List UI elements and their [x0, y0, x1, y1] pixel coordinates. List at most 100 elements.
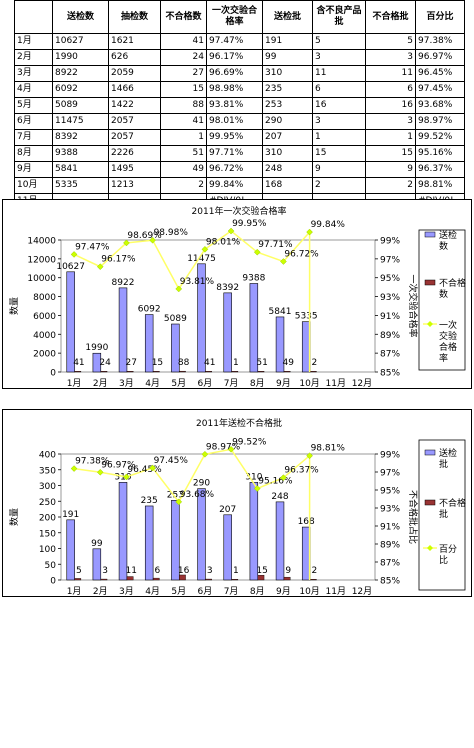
table-cell: 11 — [312, 65, 366, 82]
fail-bar-5 — [179, 574, 186, 581]
table-cell: 191 — [262, 33, 313, 50]
fail-bar-9 — [283, 576, 291, 581]
fail-value-label: 51 — [256, 358, 267, 368]
table-cell: 99.84% — [206, 177, 263, 194]
rate-value-label: 93.68% — [180, 490, 215, 500]
x-tick-label: 12月 — [352, 378, 372, 388]
bar-value-label: 5335 — [295, 312, 318, 322]
bar-value-label: 5089 — [164, 314, 187, 324]
legend-label: 送检 — [439, 447, 457, 459]
bar-value-label: 99 — [91, 539, 103, 549]
table-cell: 7月 — [14, 129, 53, 146]
table-cell: 15 — [365, 145, 416, 162]
fail-value-label: 1 — [233, 358, 239, 368]
table-cell: 10月 — [14, 177, 53, 194]
bar-value-label: 253 — [167, 490, 184, 500]
table-cell: 5 — [312, 33, 366, 50]
y-tick-label: 0 — [50, 369, 56, 379]
y-tick-label: 10000 — [27, 274, 56, 284]
table-cell: 3月 — [14, 65, 53, 82]
table-cell: 99.52% — [415, 129, 465, 146]
bar-1 — [66, 271, 75, 373]
table-cell: 253 — [262, 97, 313, 114]
legend-label: 率 — [439, 352, 448, 364]
table-cell: 310 — [262, 65, 313, 82]
y-tick-label: 50 — [45, 561, 57, 571]
rate-point-9 — [280, 474, 287, 482]
table-cell: 97.38% — [415, 33, 465, 50]
column-header: 不合格批 — [365, 0, 416, 34]
table-cell: 97.71% — [206, 145, 263, 162]
rate-point-4 — [149, 464, 156, 472]
table-cell: 16 — [365, 97, 416, 114]
fail-bar-9 — [283, 370, 291, 373]
fail-bar-7 — [231, 578, 239, 581]
y-tick-label: 250 — [39, 498, 56, 508]
y-axis-label: 数量 — [8, 508, 20, 526]
table-cell: 97.47% — [206, 33, 263, 50]
bar-7 — [223, 292, 232, 373]
x-tick-label: 1月 — [67, 586, 82, 596]
fail-bar-5 — [179, 370, 186, 373]
chart-panel-2: 2011年送检不合格批 0 50 100 150 200 250 300 350 400 85% 87… — [2, 409, 472, 597]
table-cell: 5089 — [52, 97, 109, 114]
bar-value-label: 290 — [193, 479, 210, 489]
bar-4 — [144, 505, 154, 581]
y-tick-label: 14000 — [27, 237, 56, 247]
table-cell: 1 — [312, 129, 366, 146]
table-cell: 2 — [160, 177, 207, 194]
rate-point-1 — [70, 251, 78, 258]
table-cell: 5月 — [14, 97, 53, 114]
fail-bar-3 — [126, 370, 134, 373]
x-tick-label: 7月 — [224, 378, 239, 388]
column-header: 百分比 — [415, 0, 465, 34]
table-cell: 10627 — [52, 33, 109, 50]
y2-tick-label: 97% — [380, 469, 400, 479]
bar-value-label: 168 — [298, 517, 315, 527]
legend-label: 不合格 — [439, 277, 466, 289]
table-cell: 235 — [262, 81, 313, 98]
y2-tick-label: 97% — [380, 255, 400, 265]
fail-value-label: 24 — [99, 358, 111, 368]
x-tick-label: 6月 — [198, 586, 213, 596]
fail-value-label: 15 — [256, 566, 267, 576]
fail-value-label: 3 — [207, 566, 213, 576]
table-cell: 93.68% — [415, 97, 465, 114]
table-cell: 27 — [160, 65, 207, 82]
table-cell: 2月 — [14, 49, 53, 66]
rate-point-3 — [123, 239, 130, 247]
y-axis-label: 数量 — [8, 297, 20, 315]
rate-value-label: 96.97% — [101, 460, 136, 470]
legend-label: 比 — [439, 554, 448, 566]
bar-value-label: 248 — [271, 492, 288, 502]
bar-9 — [275, 316, 285, 373]
chart-title: 2011年送检不合格批 — [196, 417, 282, 429]
y-tick-label: 300 — [39, 482, 56, 492]
fail-value-label: 2 — [312, 566, 318, 576]
fail-value-label: 5 — [76, 566, 82, 576]
table-cell: 1422 — [108, 97, 161, 114]
rate-value-label: 98.81% — [311, 444, 346, 454]
bar-9 — [275, 501, 285, 581]
bar-value-label: 11475 — [187, 254, 216, 264]
fail-bar-10 — [309, 578, 317, 581]
bar-6 — [197, 263, 206, 373]
table-cell: 310 — [262, 145, 313, 162]
table-cell: 1 — [365, 129, 416, 146]
bar-value-label: 9388 — [242, 273, 265, 283]
y2-axis-label: 一次交验合格率 — [407, 274, 419, 337]
table-cell: 2057 — [108, 113, 161, 130]
bar-6 — [197, 488, 206, 581]
y2-tick-label: 85% — [380, 369, 400, 379]
fail-bar-7 — [231, 370, 239, 373]
legend-box — [418, 439, 466, 591]
table-cell: 96.97% — [415, 49, 465, 66]
bar-value-label: 207 — [219, 505, 236, 515]
y-tick-label: 8000 — [33, 293, 56, 303]
bar-value-label: 8922 — [112, 278, 135, 288]
table-row: 4月 6092 1466 15 98.98% 235 6 6 97.45% — [14, 81, 465, 98]
table-cell: 41 — [160, 33, 207, 50]
bar-3 — [118, 482, 128, 581]
rate-point-5 — [175, 285, 183, 293]
bar-7 — [223, 514, 232, 581]
